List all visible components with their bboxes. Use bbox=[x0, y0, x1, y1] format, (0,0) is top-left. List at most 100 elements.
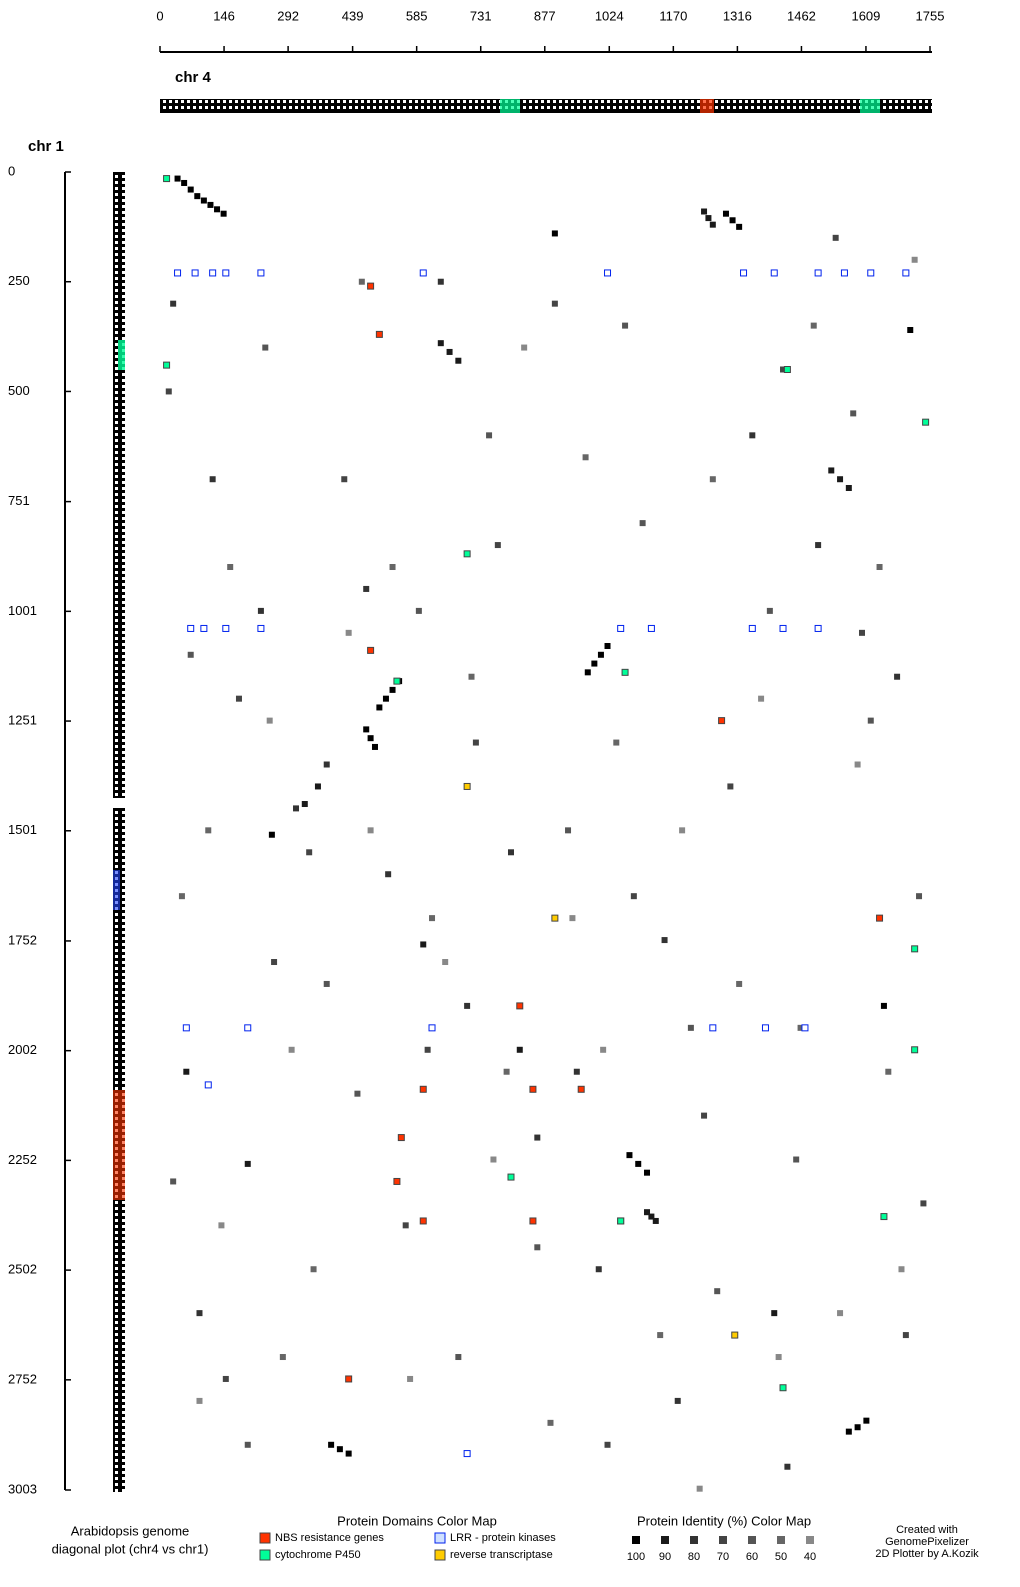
identity-point bbox=[227, 564, 234, 571]
identity-point bbox=[736, 223, 743, 230]
identity-point bbox=[845, 485, 852, 492]
legend-swatch bbox=[259, 1549, 271, 1561]
identity-point bbox=[600, 1046, 607, 1053]
domain-point bbox=[814, 269, 822, 277]
domain-point bbox=[463, 550, 471, 558]
domain-point bbox=[367, 282, 375, 290]
identity-point bbox=[880, 1002, 887, 1009]
legend-swatch bbox=[777, 1536, 785, 1544]
identity-point bbox=[437, 340, 444, 347]
domain-point bbox=[876, 914, 884, 922]
identity-point bbox=[385, 871, 392, 878]
domain-point bbox=[191, 269, 199, 277]
domain-point bbox=[748, 624, 756, 632]
identity-point bbox=[293, 805, 300, 812]
x-tick-label: 877 bbox=[534, 8, 556, 23]
identity-point bbox=[178, 893, 185, 900]
domain-point bbox=[617, 624, 625, 632]
identity-point bbox=[407, 1375, 414, 1382]
domain-point bbox=[529, 1217, 537, 1225]
x-tick-label: 1024 bbox=[595, 8, 624, 23]
domain-point bbox=[516, 1002, 524, 1010]
legend-swatch bbox=[661, 1536, 669, 1544]
identity-point bbox=[582, 454, 589, 461]
domain-point bbox=[801, 1024, 809, 1032]
domain-point bbox=[428, 1024, 436, 1032]
identity-point bbox=[832, 234, 839, 241]
identity-point bbox=[701, 208, 708, 215]
domain-point bbox=[375, 330, 383, 338]
identity-point bbox=[867, 717, 874, 724]
identity-point bbox=[174, 175, 181, 182]
y-tick-label: 1752 bbox=[8, 932, 37, 947]
identity-point bbox=[235, 695, 242, 702]
x-tick-label: 0 bbox=[156, 8, 163, 23]
identity-point bbox=[810, 322, 817, 329]
identity-point bbox=[464, 1002, 471, 1009]
identity-point bbox=[749, 432, 756, 439]
domain-point bbox=[222, 624, 230, 632]
identity-point bbox=[354, 1090, 361, 1097]
identity-point bbox=[845, 1428, 852, 1435]
domain-point bbox=[770, 269, 778, 277]
domain-point bbox=[257, 269, 265, 277]
domain-point bbox=[718, 717, 726, 725]
identity-point bbox=[371, 743, 378, 750]
identity-point bbox=[573, 1068, 580, 1075]
plot-area bbox=[163, 175, 930, 1492]
domain-point bbox=[814, 624, 822, 632]
identity-point bbox=[652, 1217, 659, 1224]
y-tick-label: 1251 bbox=[8, 712, 37, 727]
chart-title: Arabidopsis genome bbox=[71, 1523, 190, 1538]
identity-point bbox=[858, 629, 865, 636]
identity-point bbox=[358, 278, 365, 285]
identity-point bbox=[679, 827, 686, 834]
identity-point bbox=[911, 256, 918, 263]
legend-swatch bbox=[434, 1549, 446, 1561]
domain-point bbox=[257, 624, 265, 632]
y-tick-label: 3003 bbox=[8, 1481, 37, 1496]
x-tick-label: 1755 bbox=[916, 8, 945, 23]
identity-point bbox=[837, 476, 844, 483]
y-tick-label: 2252 bbox=[8, 1152, 37, 1167]
identity-point bbox=[661, 937, 668, 944]
identity-point bbox=[687, 1024, 694, 1031]
identity-point bbox=[622, 322, 629, 329]
legend-label: cytochrome P450 bbox=[275, 1549, 361, 1561]
identity-point bbox=[902, 1332, 909, 1339]
identity-point bbox=[837, 1310, 844, 1317]
identity-point bbox=[894, 673, 901, 680]
identity-point bbox=[766, 607, 773, 614]
legend-title: Protein Domains Color Map bbox=[337, 1513, 497, 1528]
identity-point bbox=[534, 1134, 541, 1141]
y-tick-label: 0 bbox=[8, 163, 15, 178]
identity-point bbox=[205, 827, 212, 834]
y-tick-label: 2752 bbox=[8, 1371, 37, 1386]
y-tick-label: 2502 bbox=[8, 1262, 37, 1277]
identity-point bbox=[200, 197, 207, 204]
identity-point bbox=[797, 1024, 804, 1031]
chart-title: diagonal plot (chr4 vs chr1) bbox=[52, 1541, 209, 1556]
identity-point bbox=[341, 476, 348, 483]
identity-point bbox=[595, 1266, 602, 1273]
legend-label: 100 bbox=[627, 1551, 645, 1563]
identity-point bbox=[306, 849, 313, 856]
identity-point bbox=[376, 704, 383, 711]
identity-point bbox=[758, 695, 765, 702]
identity-point bbox=[170, 1178, 177, 1185]
identity-point bbox=[288, 1046, 295, 1053]
identity-point bbox=[534, 1244, 541, 1251]
identity-point bbox=[729, 217, 736, 224]
credit: Created with bbox=[896, 1524, 958, 1536]
legend-swatch bbox=[748, 1536, 756, 1544]
identity-point bbox=[635, 1160, 642, 1167]
identity-point bbox=[363, 726, 370, 733]
identity-point bbox=[521, 344, 528, 351]
identity-point bbox=[815, 542, 822, 549]
domain-point bbox=[367, 646, 375, 654]
identity-point bbox=[727, 783, 734, 790]
identity-point bbox=[876, 564, 883, 571]
domain-point bbox=[463, 782, 471, 790]
domain-point bbox=[902, 269, 910, 277]
y-tick-label: 250 bbox=[8, 273, 30, 288]
